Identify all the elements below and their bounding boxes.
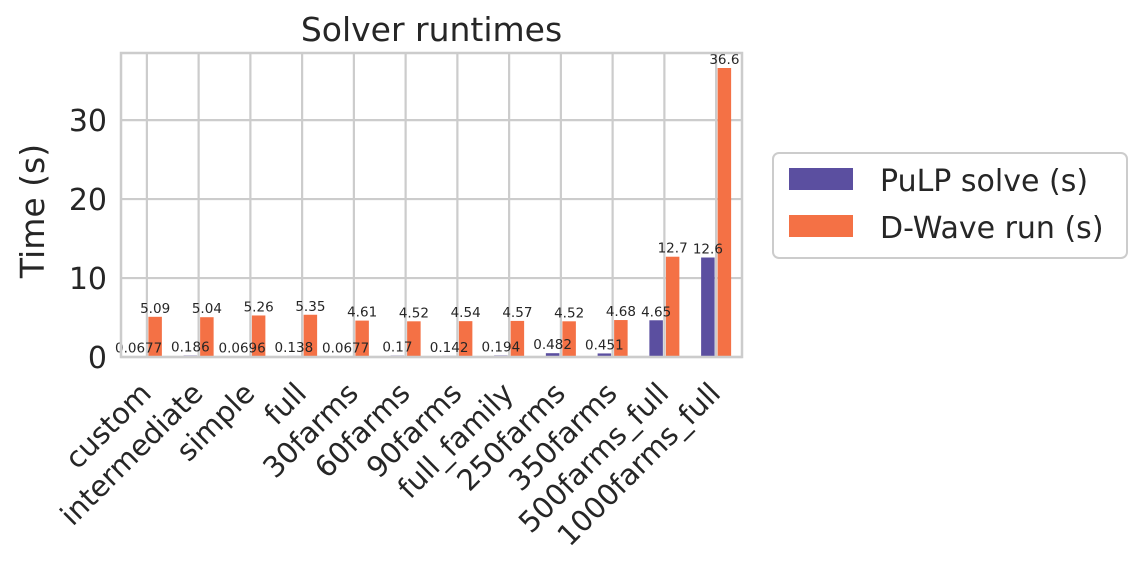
- bar-dwave: [407, 321, 421, 357]
- bar-dwave: [562, 321, 576, 357]
- bar-dwave: [200, 317, 214, 357]
- bar-value-label: 0.451: [585, 337, 624, 353]
- legend-swatch-dwave: [789, 215, 853, 237]
- chart-title: Solver runtimes: [301, 10, 562, 49]
- bar-value-label: 4.65: [641, 304, 671, 320]
- bar-dwave: [148, 316, 162, 357]
- bar-value-label: 0.142: [430, 340, 469, 356]
- bar-value-label: 4.52: [399, 305, 429, 321]
- bar-value-label: 4.54: [451, 305, 481, 321]
- bar-value-label: 36.6: [709, 52, 739, 68]
- bar-dwave: [251, 315, 266, 357]
- y-tick-label: 0: [88, 341, 107, 376]
- bar-value-label: 5.26: [244, 299, 274, 315]
- legend-label-dwave: D-Wave run (s): [880, 211, 1104, 246]
- bar-dwave: [510, 320, 525, 357]
- bar-value-label: 5.09: [140, 301, 170, 317]
- bar-value-labels: 0.0677 0.186 0.0696 0.138 0.0677 0.17 0.142 0.1…: [115, 52, 739, 356]
- bar-value-label: 0.138: [275, 340, 314, 356]
- legend-label-pulp: PuLP solve (s): [880, 164, 1088, 199]
- bar-pulp: [649, 320, 663, 357]
- legend-box: [772, 152, 1128, 259]
- bar-value-label: 12.7: [658, 241, 688, 257]
- bar-value-label: 4.57: [502, 305, 532, 321]
- y-axis-label: Time (s): [13, 144, 52, 279]
- x-tick-labels: customintermediatesimplefull30farms60far…: [54, 376, 727, 553]
- y-tick-label: 20: [69, 183, 107, 218]
- y-tick-label: 30: [69, 104, 107, 139]
- bar-value-label: 5.35: [295, 299, 325, 315]
- bar-dwave: [303, 314, 318, 357]
- bar-pulp: [545, 353, 560, 357]
- bar-value-label: 4.68: [606, 304, 636, 320]
- bar-pulp: [701, 257, 715, 357]
- bar-dwave: [614, 320, 628, 357]
- bar-dwave: [355, 320, 369, 357]
- bar-dwave: [717, 68, 732, 357]
- legend-swatch-pulp: [789, 168, 853, 190]
- bars: [131, 68, 732, 357]
- bar-value-label: 12.6: [693, 242, 723, 258]
- bar-value-label: 0.0677: [322, 340, 369, 356]
- y-tick-label: 10: [69, 262, 107, 297]
- legend: PuLP solve (s) D-Wave run (s): [772, 152, 1128, 259]
- bar-value-label: 4.61: [347, 305, 377, 321]
- y-tick-labels: 0 10 20 30: [69, 104, 107, 376]
- bar-value-label: 0.17: [382, 340, 412, 356]
- bar-value-label: 5.04: [192, 301, 222, 317]
- grid-lines: [121, 53, 742, 359]
- bar-value-label: 0.194: [482, 339, 521, 355]
- bar-value-label: 4.52: [554, 305, 584, 321]
- plot-frame: [119, 51, 744, 359]
- bar-dwave: [458, 321, 473, 357]
- bar-value-label: 0.0677: [115, 340, 162, 356]
- bar-pulp: [597, 353, 612, 357]
- bar-value-label: 0.186: [171, 340, 210, 356]
- bar-value-label: 0.482: [533, 337, 572, 353]
- bar-dwave: [665, 256, 680, 357]
- bar-value-label: 0.0696: [219, 340, 266, 356]
